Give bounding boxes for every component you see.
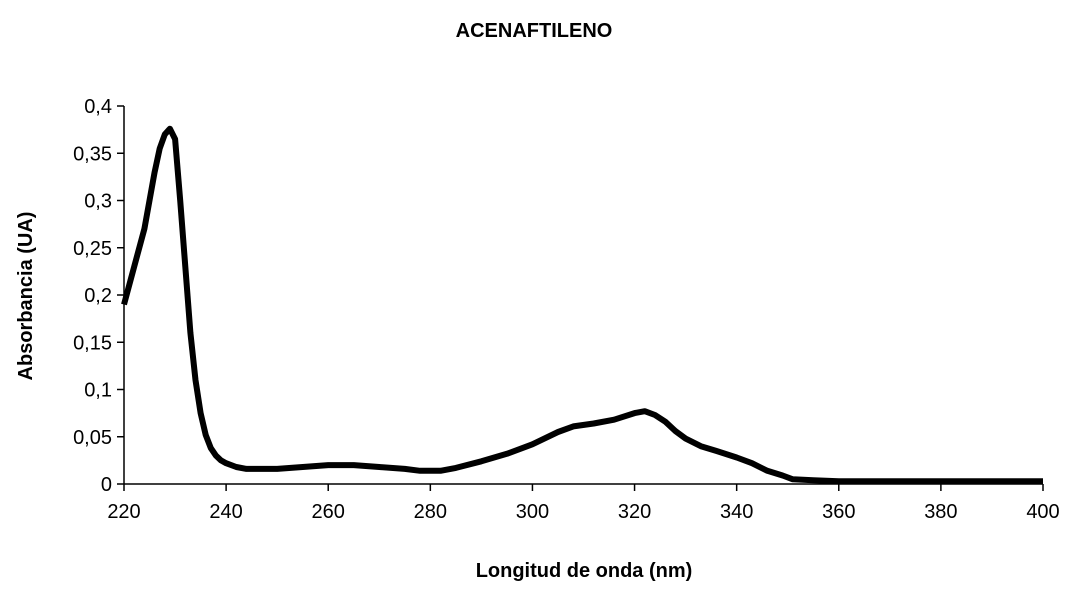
y-tick-label: 0,3: [84, 191, 112, 213]
x-tick-label: 380: [924, 501, 957, 523]
chart-title: ACENAFTILENO: [456, 20, 613, 42]
y-axis: 0 0,05 0,1 0,15 0,2 0,25 0,3 0,35 0,4: [73, 96, 125, 496]
y-axis-label: Absorbancia (UA): [15, 212, 37, 381]
y-tick-label: 0,35: [73, 143, 112, 165]
x-tick-label: 320: [618, 501, 651, 523]
y-tick-label: 0,1: [84, 380, 112, 402]
x-tick-label: 280: [414, 501, 447, 523]
plot-area: [121, 125, 1043, 485]
y-tick-label: 0,2: [84, 285, 112, 307]
x-axis-label: Longitud de onda (nm): [476, 560, 693, 582]
x-tick-label: 360: [822, 501, 855, 523]
y-tick-label: 0,4: [84, 96, 112, 118]
y-tick-label: 0,05: [73, 427, 112, 449]
y-tick-label: 0: [101, 474, 112, 496]
x-tick-label: 240: [209, 501, 242, 523]
x-axis: 220 240 260 280 300 320 340 360 380 400: [107, 483, 1060, 523]
series-line: [121, 125, 1043, 485]
x-tick-label: 400: [1026, 501, 1059, 523]
x-tick-label: 300: [516, 501, 549, 523]
y-tick-label: 0,25: [73, 238, 112, 260]
x-tick-label: 340: [720, 501, 753, 523]
x-tick-label: 220: [107, 501, 140, 523]
y-tick-label: 0,15: [73, 332, 112, 354]
x-tick-label: 260: [312, 501, 345, 523]
